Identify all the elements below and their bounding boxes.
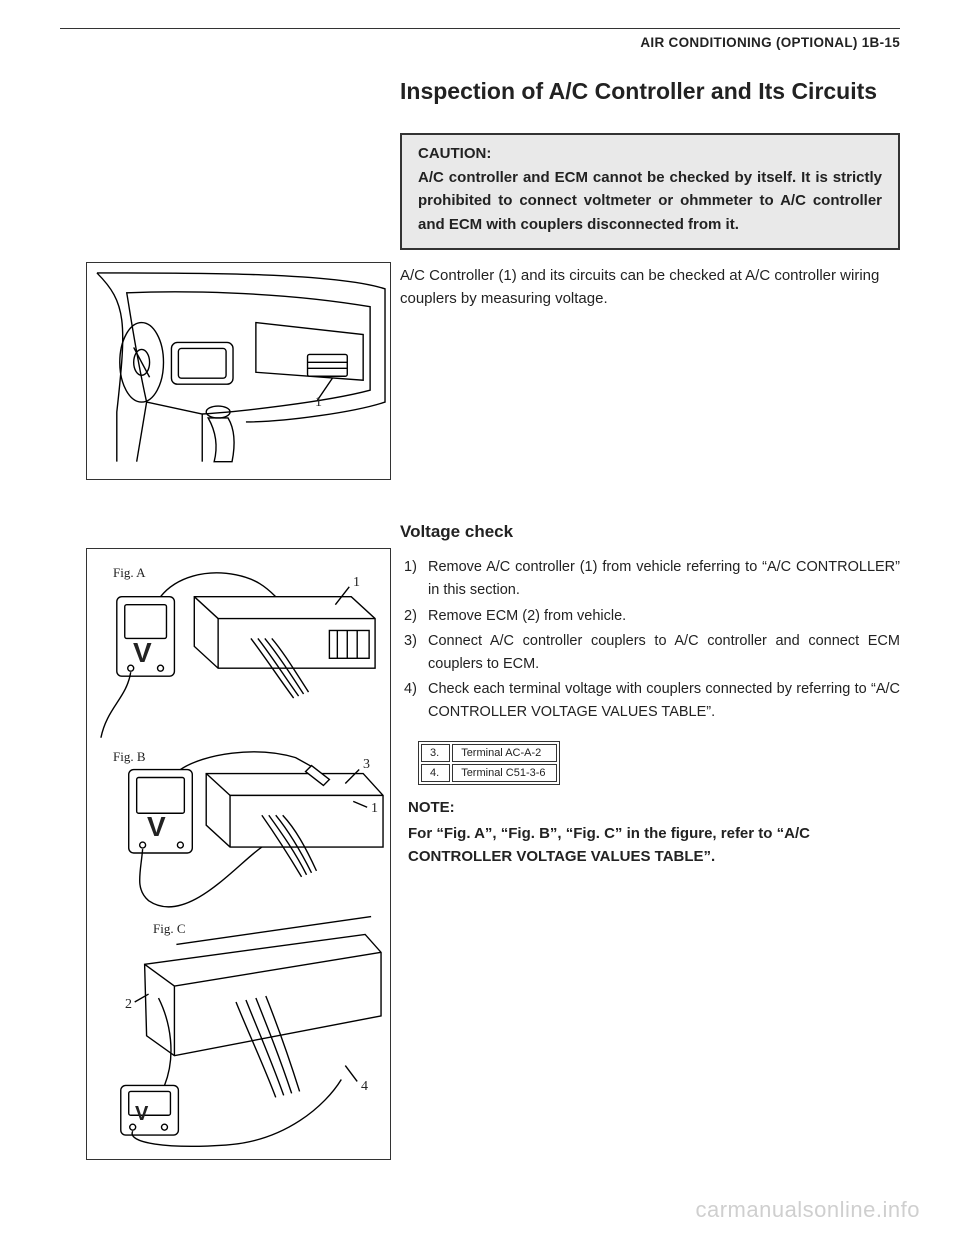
callout-label: 1	[353, 575, 360, 591]
callout-label: 3	[363, 757, 370, 773]
intro-text: A/C Controller (1) and its circuits can …	[400, 264, 900, 311]
callout-label: 2	[125, 997, 132, 1013]
table-row: 4. Terminal C51-3-6	[421, 764, 557, 782]
step-number: 2)	[404, 605, 417, 628]
caution-title: CAUTION:	[418, 145, 882, 162]
terminal-table: 3. Terminal AC-A-2 4. Terminal C51-3-6	[418, 741, 560, 785]
list-item: 3) Connect A/C controller couplers to A/…	[402, 630, 900, 676]
list-item: 4) Check each terminal voltage with coup…	[402, 678, 900, 724]
voltmeter-icon: V	[135, 1103, 148, 1126]
fig-b-label: Fig. B	[113, 749, 146, 765]
list-item: 2) Remove ECM (2) from vehicle.	[402, 605, 900, 628]
steps-list: 1) Remove A/C controller (1) from vehicl…	[400, 556, 900, 724]
step-text: Check each terminal voltage with coupler…	[428, 681, 900, 720]
callout-label: 1	[371, 801, 378, 817]
caution-body: A/C controller and ECM cannot be checked…	[418, 166, 882, 236]
figure-voltage-check: Fig. A	[86, 548, 391, 1160]
caution-box: CAUTION: A/C controller and ECM cannot b…	[400, 133, 900, 250]
table-row: 3. Terminal AC-A-2	[421, 744, 557, 762]
fig-c-label: Fig. C	[153, 921, 186, 937]
terminal-label: Terminal C51-3-6	[452, 764, 556, 782]
voltage-heading: Voltage check	[400, 522, 900, 542]
list-item: 1) Remove A/C controller (1) from vehicl…	[402, 556, 900, 602]
dashboard-illustration	[87, 263, 390, 480]
step-text: Connect A/C controller couplers to A/C c…	[428, 633, 900, 672]
page-header: AIR CONDITIONING (OPTIONAL) 1B-15	[60, 35, 900, 50]
callout-label: 4	[361, 1079, 368, 1095]
note-title: NOTE:	[408, 799, 900, 816]
step-number: 1)	[404, 556, 417, 579]
voltmeter-icon: V	[133, 637, 152, 669]
terminal-number: 4.	[421, 764, 450, 782]
voltmeter-icon: V	[147, 811, 166, 843]
step-number: 3)	[404, 630, 417, 653]
watermark: carmanualsonline.info	[695, 1197, 920, 1223]
step-text: Remove ECM (2) from vehicle.	[428, 608, 626, 624]
step-number: 4)	[404, 678, 417, 701]
figure-dashboard: 1	[86, 262, 391, 480]
page-title: Inspection of A/C Controller and Its Cir…	[400, 78, 900, 105]
note-body: For “Fig. A”, “Fig. B”, “Fig. C” in the …	[408, 822, 900, 869]
step-text: Remove A/C controller (1) from vehicle r…	[428, 559, 900, 598]
terminal-label: Terminal AC-A-2	[452, 744, 556, 762]
terminal-number: 3.	[421, 744, 450, 762]
callout-label: 1	[315, 395, 322, 411]
